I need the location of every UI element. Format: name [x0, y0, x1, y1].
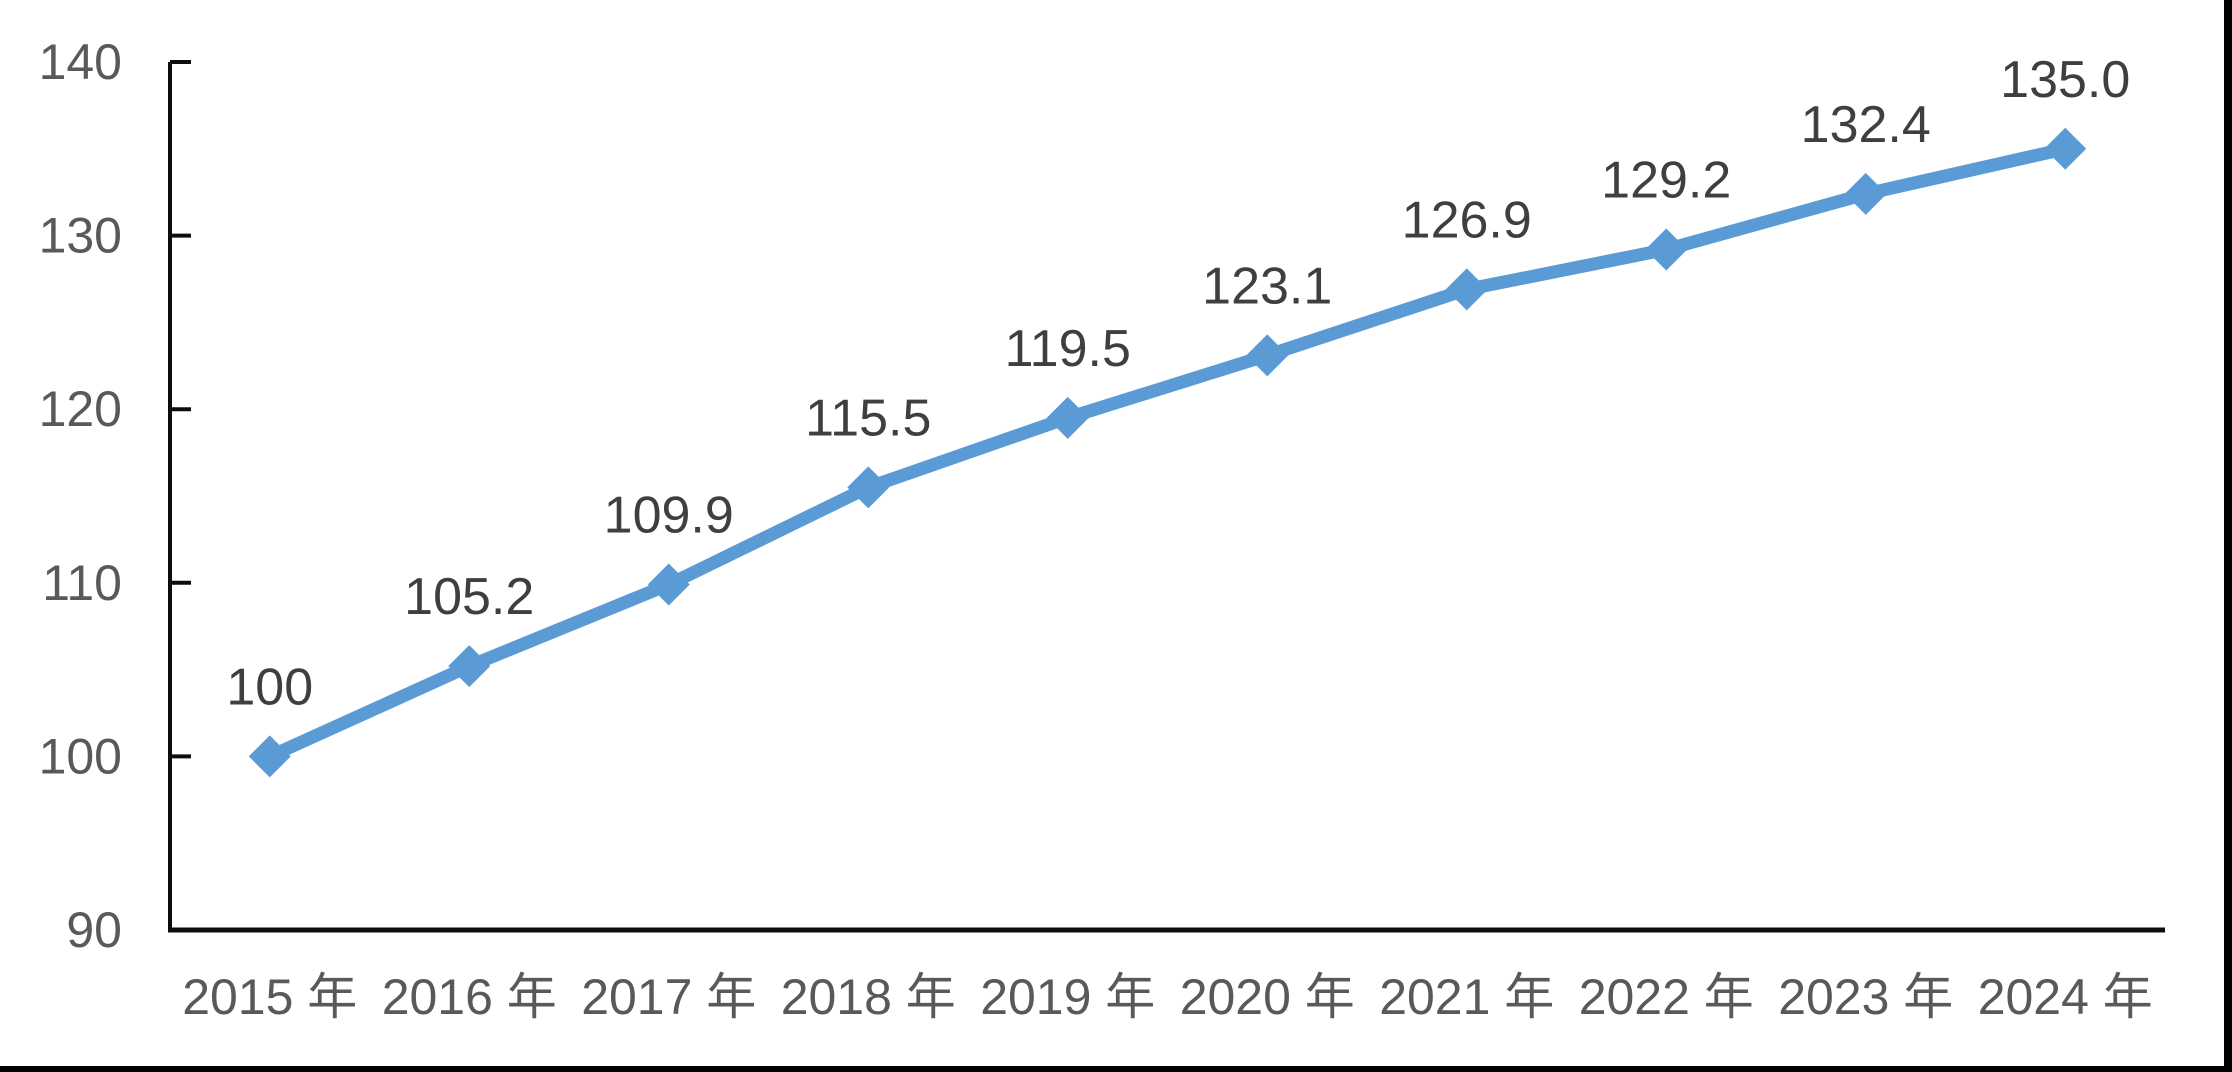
y-axis-tick-label: 90	[66, 902, 122, 958]
screenshot-right-border	[2224, 0, 2232, 1072]
data-point-label: 109.9	[604, 487, 734, 545]
data-point-label: 123.1	[1202, 257, 1332, 315]
data-point-label: 129.2	[1601, 151, 1731, 209]
data-point-label: 135.0	[2000, 51, 2130, 109]
x-axis-tick-label: 2022 年	[1579, 969, 1754, 1025]
data-series	[248, 127, 2087, 778]
x-axis-tick-label: 2019 年	[980, 969, 1155, 1025]
data-point-marker	[1645, 228, 1688, 271]
data-point-label: 119.5	[1005, 320, 1131, 378]
y-axis-tick-label: 140	[39, 34, 122, 90]
data-point-marker	[647, 563, 690, 606]
series-line	[263, 142, 2072, 763]
x-axis-tick-label: 2015 年	[182, 969, 357, 1025]
x-axis-tick-label: 2020 年	[1180, 969, 1355, 1025]
data-point-marker	[1844, 172, 1887, 215]
data-point-marker	[847, 466, 890, 509]
data-point-marker	[1246, 334, 1289, 377]
data-point-marker	[2044, 127, 2087, 170]
data-point-marker	[1046, 396, 1089, 439]
data-point-marker	[1445, 268, 1488, 311]
screenshot-bottom-border	[0, 1066, 2232, 1072]
x-axis-tick-label: 2016 年	[382, 969, 557, 1025]
data-point-label: 105.2	[404, 568, 534, 626]
data-point-marker	[448, 645, 491, 688]
axes	[168, 60, 2165, 933]
y-axis-tick-label: 100	[39, 728, 122, 784]
x-axis-tick-label: 2024 年	[1978, 969, 2153, 1025]
y-axis-tick-label: 110	[42, 555, 122, 611]
y-axis-tick-label: 120	[39, 381, 122, 437]
data-point-label: 126.9	[1402, 191, 1532, 249]
y-axis-tick-label: 130	[39, 208, 122, 264]
data-labels: 100 105.2 109.9 115.5 119.5 123.1 126.9 129.2 13…	[226, 51, 2130, 717]
x-axis-tick-label: 2017 年	[581, 969, 756, 1025]
x-axis-tick-label: 2023 年	[1778, 969, 1953, 1025]
x-axis-tick-label: 2018 年	[781, 969, 956, 1025]
y-axis-labels: 140 130 120 110 100 90	[39, 34, 122, 958]
data-point-label: 132.4	[1801, 96, 1931, 154]
data-point-label: 100	[226, 658, 313, 716]
x-axis-labels: 2015 年 2016 年 2017 年 2018 年 2019 年 2020 年 2021…	[182, 969, 2153, 1025]
data-point-label: 115.5	[805, 389, 931, 447]
x-axis-tick-label: 2021 年	[1379, 969, 1554, 1025]
data-point-marker	[248, 735, 291, 778]
